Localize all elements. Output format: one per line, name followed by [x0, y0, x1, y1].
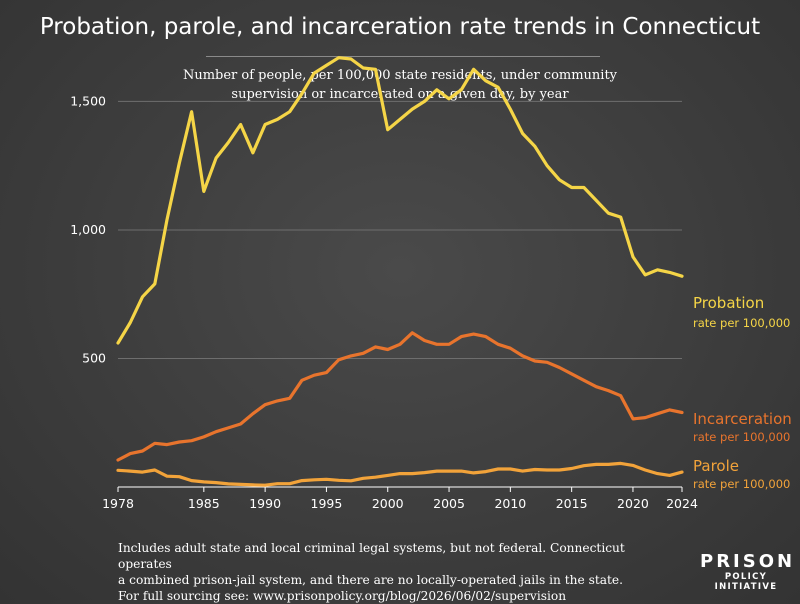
series-label-probation: Probation	[693, 294, 764, 312]
series-label-incarceration: Incarceration	[693, 410, 792, 428]
series-lines	[116, 56, 684, 487]
x-tick-label: 2010	[494, 496, 526, 511]
footnote-line-3: For full sourcing see: www.prisonpolicy.…	[118, 589, 567, 603]
logo-text-bottom: POLICY INITIATIVE	[714, 572, 778, 592]
title-divider	[206, 56, 600, 57]
x-tick-label: 1990	[249, 496, 281, 511]
x-tick-label: 2020	[617, 496, 649, 511]
x-tick-label: 2005	[433, 496, 465, 511]
series-line-probation	[116, 56, 684, 345]
line-chart: 500 1,000 1,500 1978 1985 1990 1995 2000 2005 20…	[70, 56, 792, 511]
footnote: Includes adult state and local criminal …	[118, 540, 658, 604]
x-axis-tick-labels: 1978 1985 1990 1995 2000 2005 2010 2015 2020 2024	[102, 487, 698, 511]
x-tick-label: 2024	[666, 496, 698, 511]
subtitle-line-1: Number of people, per 100,000 state resi…	[182, 68, 618, 83]
footnote-line-2: a combined prison-jail system, and there…	[118, 573, 623, 587]
series-line-incarceration	[116, 331, 684, 462]
series-label-parole: Parole	[693, 457, 739, 475]
y-tick-label: 1,500	[70, 93, 106, 108]
series-sublabel-probation: rate per 100,000	[693, 316, 790, 330]
logo-text-top: PRISON	[700, 551, 796, 572]
y-tick-label: 1,000	[70, 222, 106, 237]
x-tick-label: 2015	[556, 496, 588, 511]
chart-title: Probation, parole, and incarceration rat…	[39, 14, 761, 40]
series-sublabel-parole: rate per 100,000	[693, 477, 790, 491]
x-tick-label: 2000	[372, 496, 404, 511]
chart-subtitle: Number of people, per 100,000 state resi…	[150, 66, 650, 104]
x-tick-label: 1985	[188, 496, 220, 511]
y-tick-label: 500	[82, 350, 106, 365]
footnote-line-1: Includes adult state and local criminal …	[118, 541, 625, 571]
subtitle-line-2: supervision or incarcerated on a given d…	[231, 87, 569, 102]
series-labels: Probation rate per 100,000 Incarceration ra…	[693, 294, 792, 491]
series-sublabel-incarceration: rate per 100,000	[693, 430, 790, 444]
y-axis-tick-labels: 500 1,000 1,500	[70, 93, 106, 365]
x-tick-label: 1978	[102, 496, 134, 511]
grid-lines	[118, 100, 682, 488]
prison-policy-logo: PRISON POLICY INITIATIVE	[700, 551, 792, 592]
series-line-parole	[116, 461, 684, 487]
x-tick-label: 1995	[311, 496, 343, 511]
